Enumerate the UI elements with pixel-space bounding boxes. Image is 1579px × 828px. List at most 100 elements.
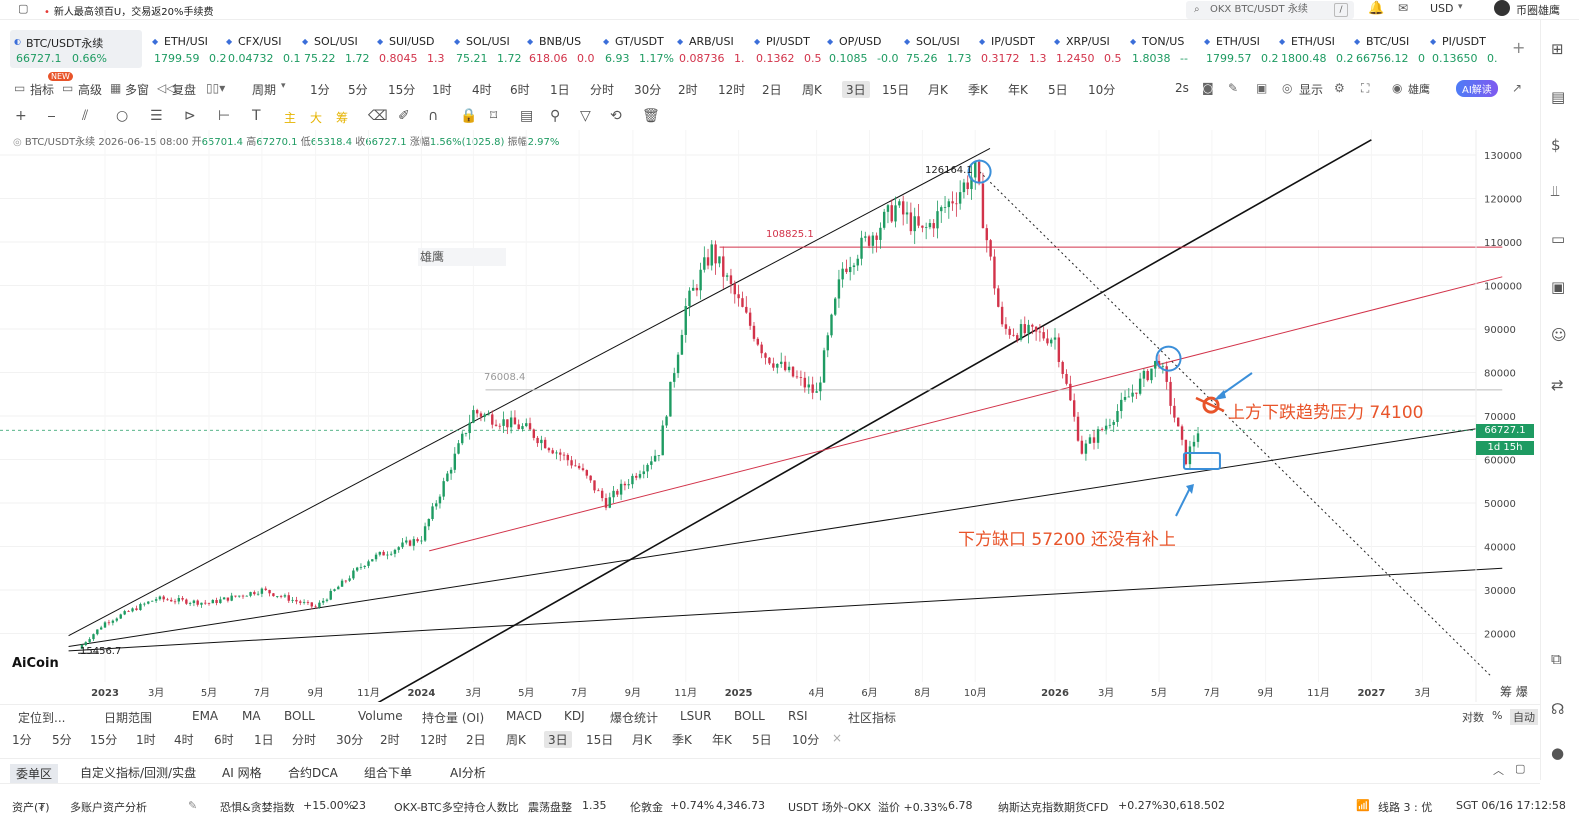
camera-icon[interactable]: ◙ bbox=[1202, 81, 1214, 95]
bottom-period-option[interactable]: 2日 bbox=[466, 733, 486, 747]
scale-auto-button[interactable]: 自动 bbox=[1510, 709, 1538, 725]
document-icon[interactable]: ▤ bbox=[1551, 88, 1566, 106]
ticker-item[interactable]: ◆ OP/USD 0.1085 -0.0 bbox=[823, 30, 898, 68]
ticker-item[interactable]: ◆ BTC/USI 66756.12 0 bbox=[1350, 30, 1425, 68]
arrow-icon[interactable]: ⊳ bbox=[184, 108, 196, 124]
dollar-icon[interactable]: $ bbox=[1551, 136, 1561, 154]
ticker-item[interactable]: ◐ BTC/USDT永续 66727.1 0.66% bbox=[10, 30, 142, 68]
lock-icon[interactable]: 🔒 bbox=[460, 108, 478, 124]
period-option[interactable]: 30分 bbox=[634, 83, 662, 97]
period-option[interactable]: 15日 bbox=[882, 83, 910, 97]
trend-icon[interactable]: ↗ bbox=[1512, 81, 1523, 95]
bottom-period-option[interactable]: 3日 bbox=[544, 731, 572, 748]
indicator-item[interactable]: BOLL bbox=[284, 709, 315, 723]
bottom-period-option[interactable]: 5日 bbox=[752, 733, 772, 747]
bottom-period-option[interactable]: 15分 bbox=[90, 733, 118, 747]
period-option[interactable]: 6时 bbox=[510, 83, 530, 97]
price-chart[interactable]: 20000 30000 40000 50000 60000 70000 80000 90000… bbox=[0, 128, 1540, 702]
currency-select[interactable]: USD bbox=[1430, 2, 1454, 15]
big-order-icon[interactable]: 大 bbox=[310, 111, 323, 125]
bookmark-icon[interactable]: ⌑ bbox=[490, 108, 498, 124]
bottom-period-option[interactable]: 分时 bbox=[292, 733, 317, 747]
trendline-icon[interactable]: ⫽ bbox=[82, 108, 89, 124]
bottom-period-option[interactable]: 12时 bbox=[420, 733, 448, 747]
swap-icon[interactable]: ⇄ bbox=[1551, 376, 1564, 394]
headset-icon[interactable]: ☊ bbox=[1551, 700, 1565, 718]
bottom-period-option[interactable]: 年K bbox=[712, 733, 732, 747]
collapse-icon[interactable]: ︿ bbox=[1493, 764, 1504, 777]
bottom-tab[interactable]: 自定义指标/回测/实盘 bbox=[80, 766, 197, 780]
indicator-icon[interactable]: ▭ bbox=[14, 81, 26, 95]
indicator-item[interactable]: 爆仓统计 bbox=[610, 711, 659, 725]
link-icon[interactable]: ⚲ bbox=[550, 108, 561, 124]
period-option[interactable]: 5日 bbox=[1048, 83, 1068, 97]
ai-interpret-button[interactable]: AI解读 bbox=[1456, 80, 1498, 97]
assets-button[interactable]: 资产(₮) bbox=[12, 801, 50, 814]
period-option[interactable]: 年K bbox=[1008, 83, 1028, 97]
period-option[interactable]: 月K bbox=[928, 83, 948, 97]
candle-style-icon[interactable]: ▯▯▾ bbox=[206, 81, 226, 95]
ticker-item[interactable]: ◆ XRP/USI 1.2450 0.5 bbox=[1050, 30, 1122, 68]
indicator-item[interactable]: 日期范围 bbox=[104, 711, 153, 725]
period-option[interactable]: 15分 bbox=[388, 83, 416, 97]
robot-icon[interactable]: ☺ bbox=[1551, 326, 1567, 344]
ticker-item[interactable]: ◆ SOL/USI 75.22 1.72 bbox=[298, 30, 370, 68]
bottom-period-option[interactable]: 季K bbox=[672, 733, 692, 747]
avatar[interactable] bbox=[1494, 0, 1510, 16]
add-ticker-icon[interactable]: + bbox=[1512, 38, 1526, 57]
monitor-icon[interactable]: ▭ bbox=[1551, 230, 1566, 248]
period-option[interactable]: 4时 bbox=[472, 83, 492, 97]
window-icon[interactable]: ▣ bbox=[1256, 81, 1268, 95]
period-option[interactable]: 1日 bbox=[550, 83, 570, 97]
brush-icon[interactable]: ✐ bbox=[398, 108, 410, 124]
ticker-item[interactable]: ◆ GT/USDT 6.93 1.17% bbox=[599, 30, 674, 68]
indicator-item[interactable]: EMA bbox=[192, 709, 219, 723]
refresh-interval[interactable]: 2s bbox=[1175, 81, 1189, 95]
indicator-item[interactable]: Volume bbox=[358, 709, 403, 723]
ticker-item[interactable]: ◆ ETH/USI 1799.57 0.2 bbox=[1200, 30, 1279, 68]
ticker-item[interactable]: ◆ CFX/USI 0.04732 0.1 bbox=[222, 30, 301, 68]
ticker-item[interactable]: ◆ ETH/USI 1800.48 0.2 bbox=[1275, 30, 1354, 68]
main-force-icon[interactable]: 主 bbox=[284, 111, 297, 125]
replay-button[interactable]: 复盘 bbox=[172, 83, 197, 97]
indicator-item[interactable]: MA bbox=[242, 709, 261, 723]
bottom-tab[interactable]: AI 网格 bbox=[222, 766, 262, 780]
bottom-period-option[interactable]: 15日 bbox=[586, 733, 614, 747]
bottom-period-option[interactable]: 2时 bbox=[380, 733, 400, 747]
bottom-period-option[interactable]: 1日 bbox=[254, 733, 274, 747]
window-icon[interactable]: ▢ bbox=[18, 2, 29, 15]
period-option[interactable]: 分时 bbox=[590, 83, 615, 97]
parallel-lines-icon[interactable]: ☰ bbox=[150, 108, 163, 124]
chart-icon[interactable]: ⫫ bbox=[1551, 182, 1560, 200]
period-option[interactable]: 12时 bbox=[718, 83, 746, 97]
period-option[interactable]: 季K bbox=[968, 83, 988, 97]
bottom-tab[interactable]: AI分析 bbox=[450, 766, 486, 780]
ticker-item[interactable]: ◆ ETH/USI 1799.59 0.2 bbox=[148, 30, 227, 68]
bell-icon[interactable]: 🔔 bbox=[1368, 1, 1385, 16]
bottom-period-option[interactable]: 30分 bbox=[336, 733, 364, 747]
bottom-period-option[interactable]: 6时 bbox=[214, 733, 234, 747]
network-line[interactable]: 线路 3 : 优 bbox=[1378, 801, 1433, 814]
indicator-item[interactable]: BOLL bbox=[734, 709, 765, 723]
close-icon[interactable]: × bbox=[832, 731, 843, 745]
ticker-item[interactable]: ◆ SOL/USI 75.21 1.72 bbox=[450, 30, 522, 68]
pen-icon[interactable]: ✎ bbox=[1228, 81, 1239, 95]
period-option[interactable]: 2日 bbox=[762, 83, 782, 97]
bottom-period-option[interactable]: 4时 bbox=[174, 733, 194, 747]
settings-icon[interactable]: ⚙ bbox=[1334, 81, 1345, 95]
template-icon[interactable]: ▤ bbox=[520, 108, 534, 124]
period-option[interactable]: 3日 bbox=[842, 81, 870, 98]
ticker-item[interactable]: ◆ IP/USDT 0.3172 1.3 bbox=[975, 30, 1047, 68]
promo-banner[interactable]: • 新人最高领百U，交易返20%手续费 bbox=[44, 7, 214, 18]
period-option[interactable]: 周K bbox=[802, 83, 822, 97]
chat-icon[interactable]: ● bbox=[1551, 744, 1565, 762]
bottom-tab[interactable]: 合约DCA bbox=[288, 766, 338, 780]
indicator-item[interactable]: 持仓量 (OI) bbox=[422, 711, 485, 725]
sync-icon[interactable]: ⟲ bbox=[610, 108, 622, 124]
indicator-item[interactable]: MACD bbox=[506, 709, 542, 723]
mail-icon[interactable]: ✉ bbox=[1398, 1, 1409, 15]
scale-log-button[interactable]: 对数 bbox=[1462, 711, 1484, 724]
circle-icon[interactable]: ○ bbox=[116, 108, 129, 124]
bottom-tab[interactable]: 组合下单 bbox=[364, 766, 413, 780]
measure-icon[interactable]: ⊢ bbox=[218, 108, 231, 124]
